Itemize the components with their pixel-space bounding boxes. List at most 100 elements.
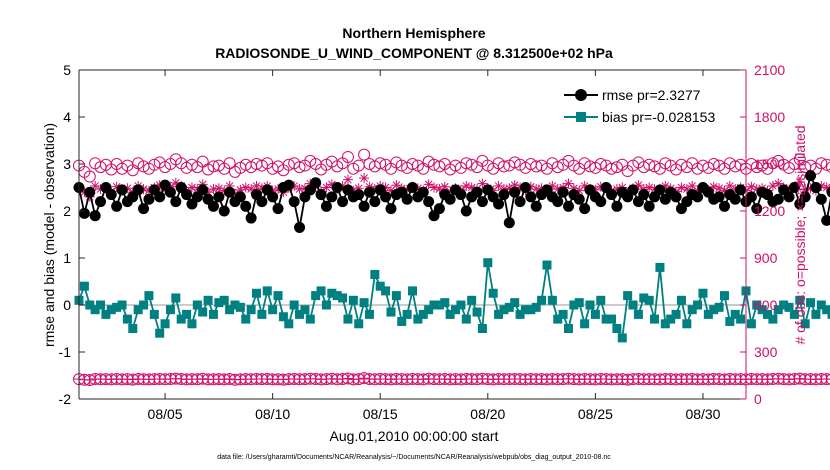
obs-possible-point [465, 158, 478, 171]
asterisk-stroke [715, 184, 723, 193]
rmse-point [326, 191, 338, 203]
bias-point [510, 298, 520, 308]
bias-point [590, 309, 600, 319]
asterisk-stroke [252, 182, 261, 190]
bias-point [257, 309, 267, 319]
bias-point [671, 309, 681, 319]
bias-point [596, 295, 606, 305]
obs-possible-point [659, 157, 672, 170]
rmse-point [460, 205, 472, 217]
x-tick-label: 08/20 [470, 406, 505, 422]
legend-label-bias: bias pr=-0.028153 [602, 109, 715, 125]
obs-assimilated-point [321, 182, 332, 193]
bias-point [827, 309, 830, 319]
asterisk-stroke [822, 183, 830, 192]
obs-possible-point [223, 157, 236, 170]
bias-point [773, 305, 783, 315]
bias-point [612, 324, 622, 333]
rmse-point [735, 184, 747, 196]
rmse-point [353, 189, 365, 201]
obs-possible-point [341, 150, 354, 163]
obs-possible-point [826, 161, 830, 173]
bias-point [252, 288, 262, 298]
obs-assimilated-low-point [827, 378, 830, 380]
y-left-tick-label: 4 [63, 109, 71, 125]
y-right-tick-label: 900 [754, 250, 778, 266]
legend-box [560, 83, 738, 127]
rmse-point [132, 184, 144, 196]
bias-point [542, 260, 552, 270]
bias-point [262, 286, 272, 296]
bias-point [144, 291, 154, 301]
bias-point [461, 314, 471, 324]
bias-point [182, 309, 192, 319]
asterisk-stroke [478, 179, 487, 188]
rmse-point [503, 217, 515, 229]
bias-point [241, 314, 251, 324]
bias-point [391, 291, 401, 301]
y-right-tick-label: 600 [754, 297, 778, 313]
bias-point [456, 300, 466, 310]
bias-point [558, 309, 568, 319]
rmse-point [256, 196, 268, 208]
rmse-point [643, 200, 655, 212]
x-tick-label: 08/10 [255, 406, 290, 422]
rmse-point [509, 186, 521, 198]
y-axis-label-left: rmse and bias (model - observation) [41, 123, 57, 347]
bias-point [225, 305, 235, 315]
obs-assimilated-point [493, 180, 504, 191]
rmse-point [713, 191, 725, 203]
asterisk-stroke [424, 180, 433, 189]
rmse-point [423, 196, 435, 208]
bias-point [623, 291, 633, 301]
asterisk-stroke [726, 182, 734, 190]
rmse-point [170, 196, 182, 208]
obs-possible-point [648, 160, 661, 173]
bias-point [424, 305, 434, 315]
rmse-point [476, 196, 488, 208]
obs-possible-point [605, 162, 618, 175]
bias-point [483, 258, 493, 268]
rmse-point [164, 186, 176, 198]
rmse-point [207, 200, 219, 212]
bias-point [687, 305, 697, 315]
bias-point [628, 300, 638, 310]
rmse-point [224, 186, 236, 198]
bias-point [504, 302, 514, 312]
bias-point [101, 309, 111, 319]
bias-point [800, 319, 810, 329]
rmse-point [272, 203, 284, 215]
bias-point [703, 309, 713, 319]
rmse-point [197, 184, 209, 196]
obs-possible-point [820, 158, 830, 171]
obs-assimilated-point [359, 173, 370, 184]
x-tick-label: 08/25 [578, 406, 613, 422]
obs-possible-low-point [826, 373, 830, 385]
bias-point [547, 295, 557, 305]
rmse-point [514, 196, 526, 208]
legend-marker-rmse [575, 89, 587, 101]
bias-point [477, 324, 487, 333]
asterisk-stroke [645, 183, 654, 192]
rmse-point [363, 186, 375, 198]
bias-point [531, 302, 541, 312]
rmse-point [213, 191, 225, 203]
bias-point [563, 324, 573, 333]
y-right-tick-label: 1800 [754, 109, 785, 125]
asterisk-stroke [752, 185, 761, 193]
rmse-point [138, 203, 150, 215]
rmse-point [89, 210, 101, 222]
rmse-point [320, 200, 332, 212]
rmse-point [611, 200, 623, 212]
bias-point [494, 309, 504, 319]
bias-point [305, 314, 315, 324]
bias-point [682, 319, 692, 329]
rmse-point [105, 189, 117, 201]
bias-point [607, 314, 617, 324]
obs-possible-point [594, 158, 607, 170]
bias-point [90, 305, 100, 315]
obs-possible-point [508, 156, 521, 169]
bias-point [822, 305, 830, 315]
rmse-point [606, 189, 618, 201]
bias-point [650, 314, 660, 324]
